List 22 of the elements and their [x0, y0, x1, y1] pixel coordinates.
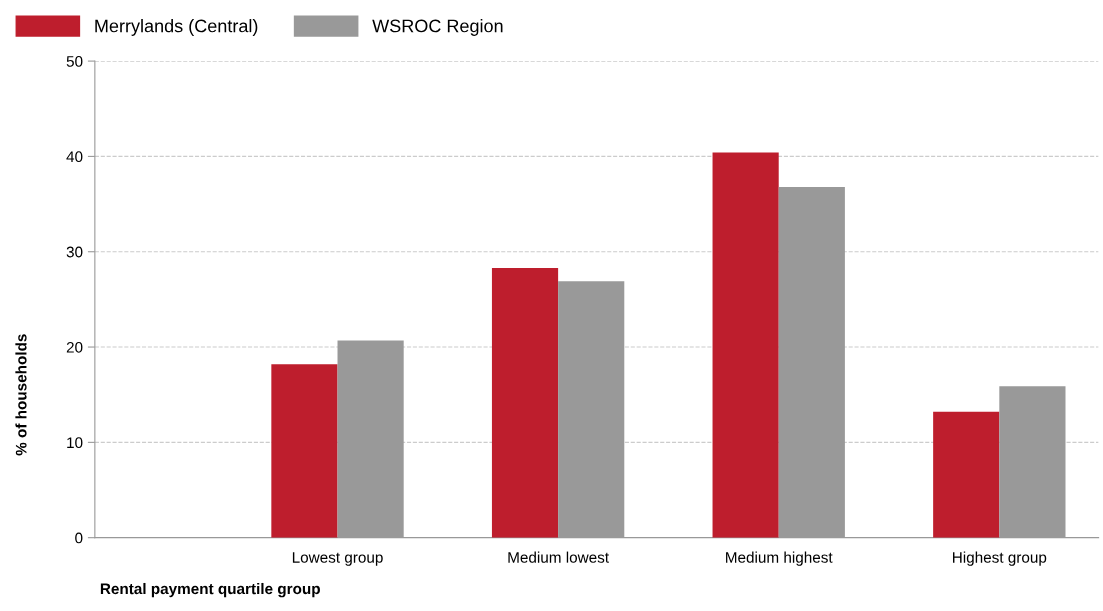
y-tick-label: 40	[66, 151, 83, 163]
bar	[933, 411, 1000, 538]
x-tick-label: Medium highest	[726, 551, 833, 566]
y-tick-label: 10	[67, 437, 83, 449]
x-axis-title: Rental payment quartile group	[100, 582, 320, 598]
y-tick-label: 50	[66, 55, 83, 67]
y-tick-label: 20	[66, 341, 83, 353]
bar	[271, 364, 338, 538]
bar	[778, 186, 845, 538]
x-tick-label: Medium lowest	[508, 551, 609, 563]
legend-label: Merrylands (Central)	[95, 19, 258, 36]
bar	[558, 281, 625, 538]
bar	[712, 152, 779, 538]
legend-label: WSROC Region	[372, 19, 503, 36]
bar	[491, 267, 559, 538]
y-tick-label: 30	[66, 246, 83, 258]
y-tick-label: 0	[75, 532, 83, 544]
x-tick-label: Lowest group	[292, 552, 383, 566]
bar	[337, 340, 404, 538]
x-tick-label: Highest group	[953, 551, 1047, 566]
y-axis-title: % of households	[15, 334, 27, 456]
bar	[999, 386, 1066, 538]
